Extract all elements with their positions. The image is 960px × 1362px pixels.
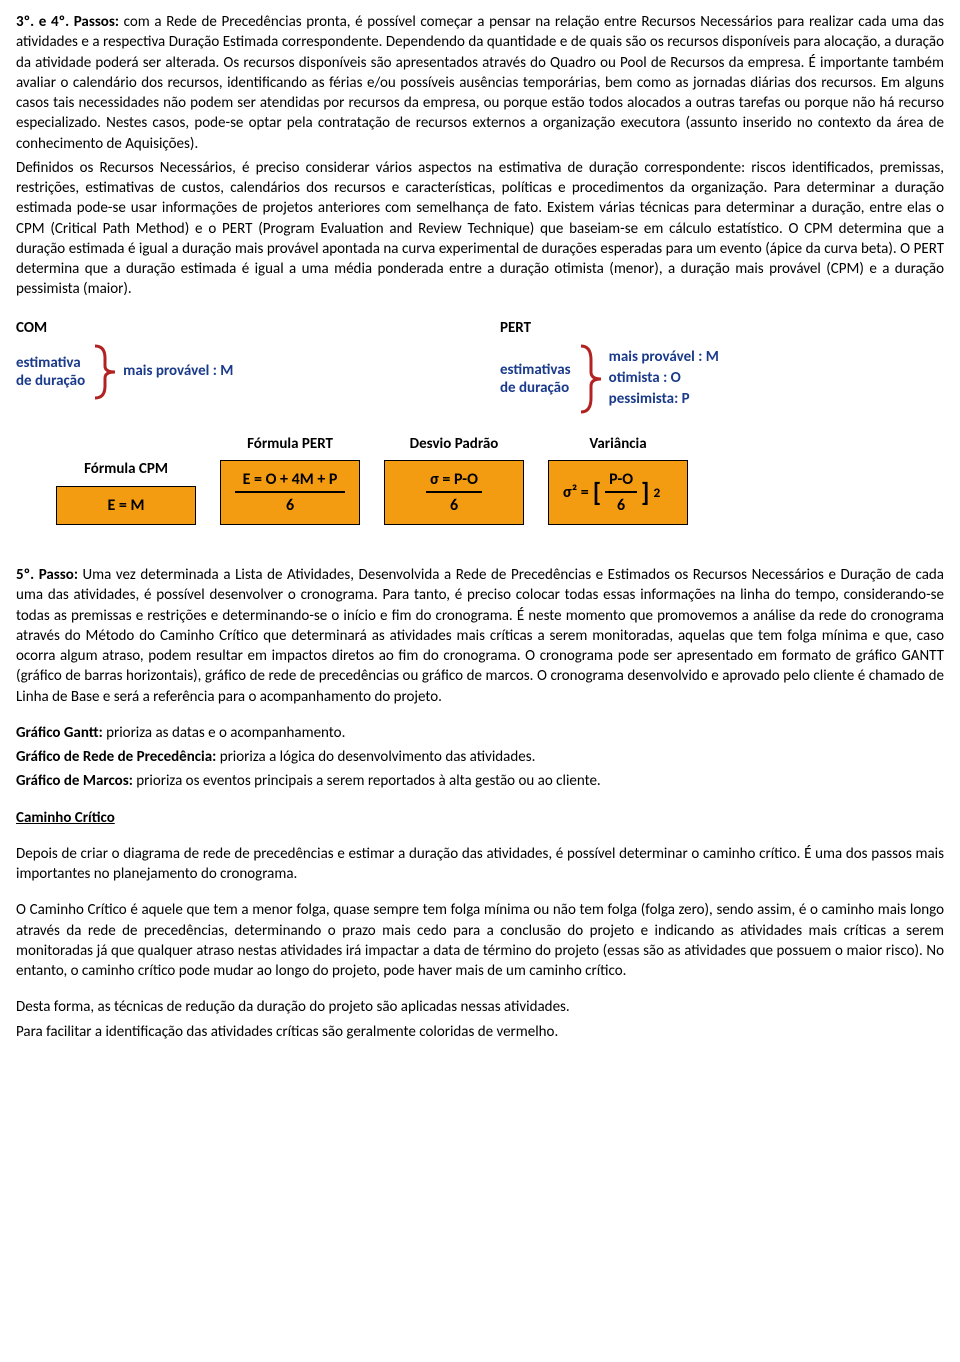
rede-t: prioriza a lógica do desenvolvimento das…: [216, 748, 535, 766]
cc-p4: Para facilitar a identificação das ativi…: [16, 1022, 944, 1042]
formula-cpm: Fórmula CPM E = M: [56, 459, 196, 525]
diagram-pert: PERT estimativas de duração mais prováve…: [500, 318, 944, 414]
cc-p3: Desta forma, as técnicas de redução da d…: [16, 997, 944, 1017]
paragraph-defs: Definidos os Recursos Necessários, é pre…: [16, 158, 944, 300]
var-title: Variância: [548, 434, 688, 454]
com-items: mais provável : M: [123, 361, 233, 382]
var-box: σ² = [ P-O 6 ]2: [548, 460, 688, 525]
pert-items: mais provável : M otimista : O pessimist…: [609, 347, 719, 410]
pertf-title: Fórmula PERT: [220, 434, 360, 454]
gantt-b: Gráfico Gantt:: [16, 724, 103, 742]
pert-item-m: mais provável : M: [609, 347, 719, 368]
marcos-t: prioriza os eventos principais a serem r…: [133, 772, 601, 790]
pert-title: PERT: [500, 318, 944, 338]
p5-lead: 5º. Passo:: [16, 566, 78, 584]
p34-lead: 3º. e 4º. Passos:: [16, 13, 119, 31]
cc-p1: Depois de criar o diagrama de rede de pr…: [16, 844, 944, 885]
com-left-label: estimativa de duração: [16, 354, 85, 390]
pertf-box: E = O + 4M + P 6: [220, 460, 360, 525]
paragraph-5: 5º. Passo: Uma vez determinada a Lista d…: [16, 565, 944, 707]
rede-b: Gráfico de Rede de Precedência:: [16, 748, 216, 766]
desvio-box: σ = P-O 6: [384, 460, 524, 525]
marcos-b: Gráfico de Marcos:: [16, 772, 133, 790]
cpm-title: Fórmula CPM: [56, 459, 196, 479]
desvio-title: Desvio Padrão: [384, 434, 524, 454]
gantt-t: prioriza as datas e o acompanhamento.: [103, 724, 346, 742]
formula-pert: Fórmula PERT E = O + 4M + P 6: [220, 434, 360, 525]
pert-item-o: otimista : O: [609, 368, 719, 389]
brace-icon: [577, 344, 603, 414]
com-title: COM: [16, 318, 460, 338]
desvio-top: σ = P-O: [426, 469, 482, 493]
marcos-line: Gráfico de Marcos: prioriza os eventos p…: [16, 771, 944, 791]
gantt-line: Gráfico Gantt: prioriza as datas e o aco…: [16, 723, 944, 743]
pertf-bot: 6: [235, 493, 345, 517]
formula-desvio: Desvio Padrão σ = P-O 6: [384, 434, 524, 525]
var-left: σ² =: [563, 482, 589, 504]
formulas-row: Fórmula CPM E = M Fórmula PERT E = O + 4…: [16, 434, 944, 525]
formula-var: Variância σ² = [ P-O 6 ]2: [548, 434, 688, 525]
cpm-box: E = M: [56, 486, 196, 526]
pert-item-p: pessimista: P: [609, 389, 719, 410]
var-bot: 6: [605, 493, 637, 517]
desvio-bot: 6: [426, 493, 482, 517]
p5-body: Uma vez determinada a Lista de Atividade…: [16, 566, 944, 706]
pertf-top: E = O + 4M + P: [235, 469, 345, 493]
cc-title: Caminho Crítico: [16, 808, 944, 828]
var-top: P-O: [605, 469, 637, 493]
diagram-row: COM estimativa de duração mais provável …: [16, 318, 944, 414]
diagram-com: COM estimativa de duração mais provável …: [16, 318, 460, 414]
var-sq: 2: [654, 484, 661, 502]
rede-line: Gráfico de Rede de Precedência: prioriza…: [16, 747, 944, 767]
p34-body: com a Rede de Precedências pronta, é pos…: [16, 13, 944, 153]
paragraph-34: 3º. e 4º. Passos: com a Rede de Precedên…: [16, 12, 944, 154]
cc-p2: O Caminho Crítico é aquele que tem a men…: [16, 900, 944, 981]
pert-left-label: estimativas de duração: [500, 361, 571, 397]
brace-icon: [91, 344, 117, 400]
